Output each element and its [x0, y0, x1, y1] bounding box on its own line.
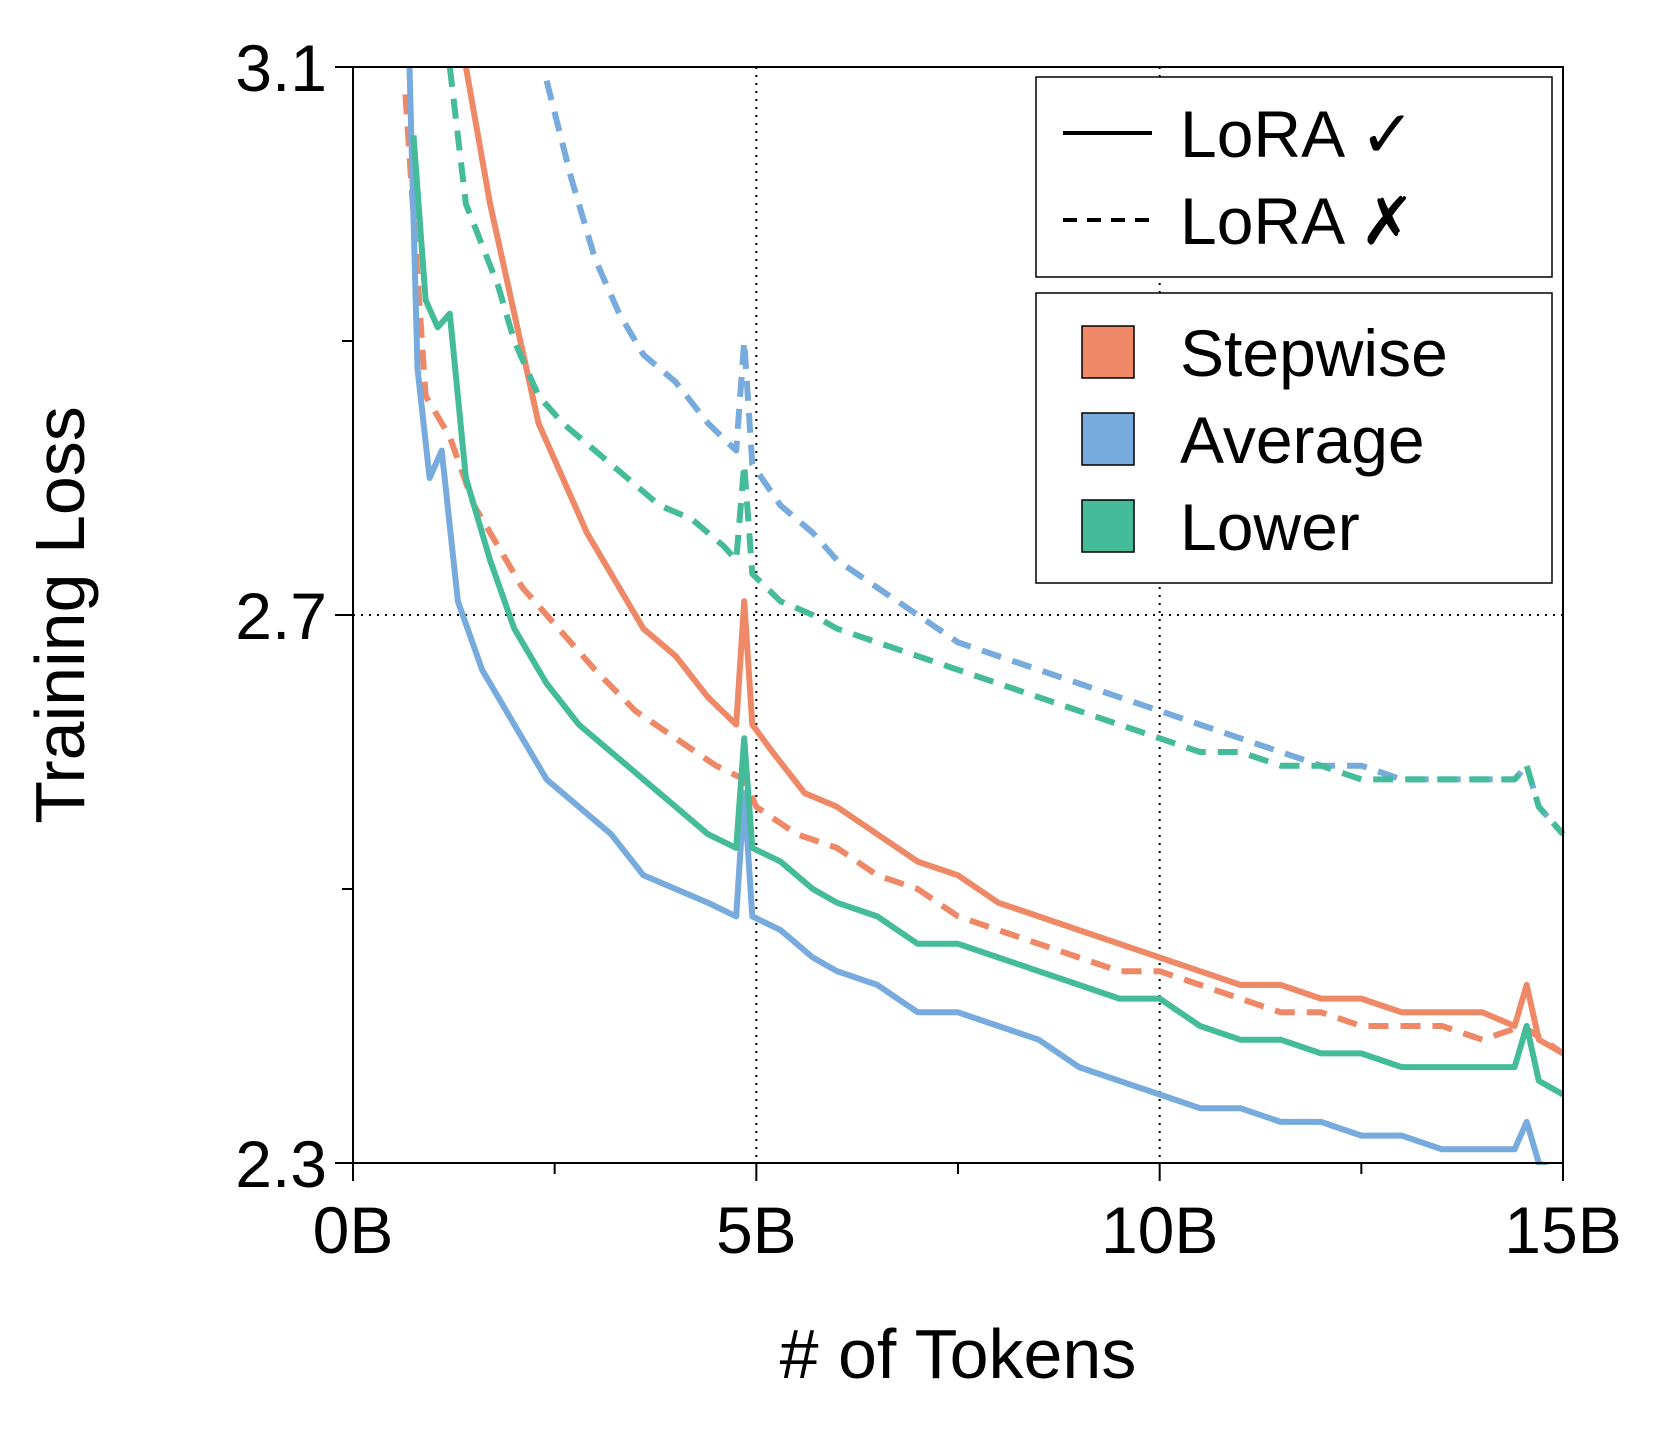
legend-swatch-average — [1081, 412, 1135, 466]
series-line-stepwise-lora-with — [462, 66, 1565, 1057]
legend-label-lower: Lower — [1180, 490, 1360, 564]
y-tick-label-2.7: 2.7 — [235, 579, 327, 653]
legend-swatch-lower — [1081, 499, 1135, 553]
series-line-lower-lora-with — [410, 135, 1565, 1098]
legend-line-style-box — [1035, 76, 1553, 278]
series-layer — [402, 66, 1565, 1165]
y-tick-label-3.1: 3.1 — [235, 31, 327, 105]
x-tick-label-15B: 15B — [1504, 1193, 1621, 1267]
x-axis-title: # of Tokens — [780, 1315, 1137, 1393]
legend-label-stepwise: Stepwise — [1180, 316, 1448, 390]
x-tick-label-10B: 10B — [1101, 1193, 1218, 1267]
legend-color-key: Stepwise Average Lower — [1035, 292, 1553, 584]
legend-swatch-stepwise — [1081, 325, 1135, 379]
series-line-stepwise-lora-without — [402, 94, 1565, 1056]
tick-label-layer: 0B 5B 10B 15B 2.3 2.7 3.1 — [235, 31, 1621, 1267]
legend-label-lora-with: LoRA ✓ — [1180, 97, 1415, 171]
legend-label-average: Average — [1180, 403, 1425, 477]
axis-layer — [335, 66, 1564, 1181]
legend-label-lora-without: LoRA ✗ — [1180, 184, 1415, 258]
x-tick-label-0B: 0B — [313, 1193, 394, 1267]
series-line-lower-lora-without — [446, 66, 1565, 837]
series-line-average-lora-with — [406, 66, 1549, 1165]
grid-layer — [353, 67, 1563, 1163]
legend-line-style: LoRA ✓ LoRA ✗ — [1035, 76, 1553, 278]
series-line-average-lora-without — [543, 79, 1565, 837]
y-tick-label-2.3: 2.3 — [235, 1127, 327, 1201]
y-axis-title: Training Loss — [21, 406, 99, 824]
x-tick-label-5B: 5B — [716, 1193, 797, 1267]
